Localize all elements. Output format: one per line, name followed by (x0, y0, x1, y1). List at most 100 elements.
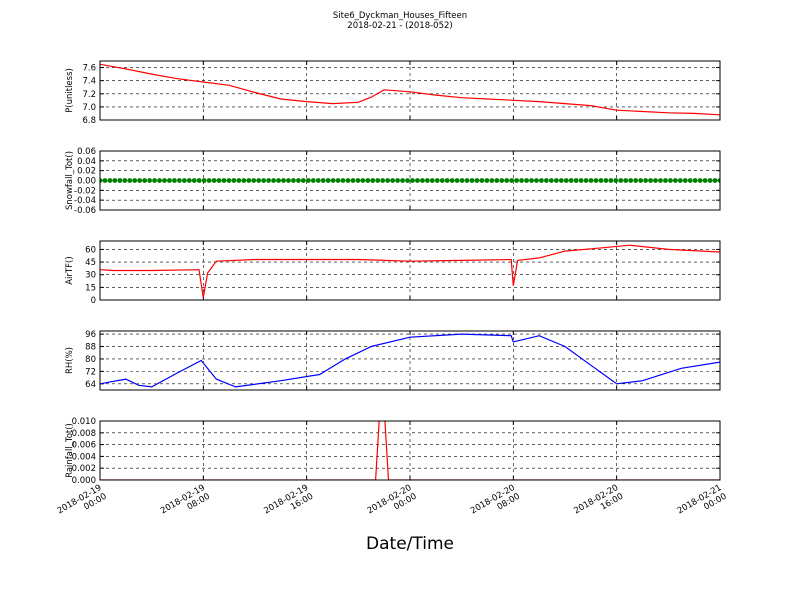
data-point (266, 178, 272, 183)
data-point (330, 178, 336, 183)
data-point (221, 178, 227, 183)
data-point (449, 178, 455, 183)
data-point (137, 178, 143, 183)
data-point (201, 178, 207, 183)
series-line (100, 333, 720, 388)
data-point (315, 178, 321, 183)
data-point (603, 178, 609, 183)
data-point (638, 178, 644, 183)
data-point (717, 178, 720, 183)
data-point (162, 178, 167, 183)
y-axis-label: P(unitless) (65, 68, 75, 113)
data-point (668, 178, 673, 183)
data-point (415, 178, 420, 183)
data-point (459, 178, 465, 183)
x-tick-label: 2018-02-1916:00 (262, 483, 315, 525)
data-point (325, 178, 331, 183)
data-point (439, 178, 445, 183)
data-point (276, 178, 281, 183)
y-tick-label: 0.008 (72, 429, 96, 439)
data-point (211, 178, 217, 183)
y-tick-label: 7.0 (82, 103, 96, 113)
x-tick-label: 2018-02-1908:00 (159, 483, 212, 525)
y-tick-label: 72 (85, 367, 96, 377)
data-point (167, 178, 172, 183)
y-tick-label: 6.8 (82, 116, 96, 126)
data-point (147, 178, 153, 183)
data-point (241, 178, 247, 183)
series-line (100, 63, 720, 116)
data-point (102, 178, 108, 183)
data-point (142, 178, 148, 183)
chart-title: Site6_Dyckman_Houses_Fifteen (332, 11, 468, 21)
data-point (519, 178, 524, 183)
data-point (648, 178, 653, 183)
data-point (658, 178, 663, 183)
y-tick-label: -0.04 (74, 196, 96, 206)
data-point (251, 178, 257, 183)
data-point (231, 178, 237, 183)
data-point (643, 178, 648, 183)
data-point (152, 178, 157, 183)
x-tick-label: 2018-02-2008:00 (469, 483, 522, 525)
y-tick-label: 64 (85, 380, 96, 390)
y-axis-label: Rainfall_Tot() (65, 423, 75, 478)
y-tick-label: 7.6 (82, 64, 96, 74)
data-point (291, 178, 296, 183)
data-point (261, 178, 267, 183)
data-point (534, 178, 539, 183)
data-point (127, 178, 133, 183)
axes-frame (99, 60, 721, 121)
data-point (370, 178, 376, 183)
data-point (112, 178, 118, 183)
data-point (653, 178, 658, 183)
data-point (256, 178, 262, 183)
data-point (360, 178, 366, 183)
data-point (172, 178, 177, 183)
y-axis-label: RH(%) (65, 347, 75, 374)
data-point (281, 178, 286, 183)
data-point (529, 178, 534, 183)
data-point (578, 178, 584, 183)
data-point (132, 178, 138, 183)
x-axis-label: Date/Time (366, 534, 454, 554)
y-tick-label: 0.000 (72, 476, 96, 486)
data-point (544, 178, 549, 183)
data-point (524, 178, 529, 183)
axes-frame (99, 420, 721, 481)
data-point (186, 178, 192, 183)
axes-frame (99, 330, 721, 391)
data-point (117, 178, 123, 183)
y-tick-label: 96 (85, 330, 96, 340)
data-point (494, 178, 500, 183)
data-point (181, 178, 187, 183)
data-point (176, 178, 182, 183)
data-point (340, 178, 346, 183)
y-tick-label: 0.06 (77, 147, 96, 157)
data-point (320, 178, 326, 183)
series-points (100, 178, 720, 183)
subplot-4: 64 72 80 88 96 RH(%) (65, 330, 721, 391)
data-point (509, 178, 515, 183)
y-tick-label: 0.02 (77, 167, 96, 177)
y-tick-label: 80 (85, 355, 96, 365)
data-point (216, 178, 222, 183)
y-axis-label: AirTF() (65, 256, 75, 284)
data-point (697, 178, 703, 183)
data-point (122, 178, 128, 183)
subplot-3: 0 15 30 45 60 AirTF() (65, 240, 721, 306)
data-point (618, 178, 624, 183)
data-point (380, 178, 386, 183)
data-point (345, 178, 351, 183)
data-point (628, 178, 634, 183)
y-tick-label: 0.04 (77, 157, 96, 167)
chart-subtitle: 2018-02-21 - (2018-052) (347, 21, 453, 31)
data-point (100, 178, 103, 183)
data-point (588, 178, 594, 183)
data-point (539, 178, 544, 183)
y-tick-label: 0.010 (72, 417, 96, 427)
y-tick-label: 88 (85, 343, 96, 353)
data-point (236, 178, 242, 183)
